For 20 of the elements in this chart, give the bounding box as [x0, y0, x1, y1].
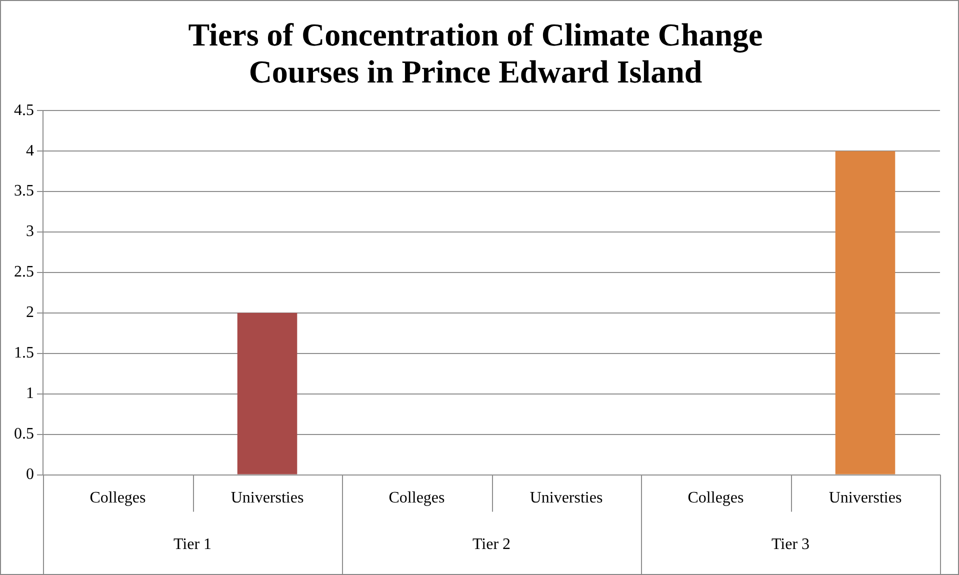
x-tick-label: Universties [230, 490, 304, 507]
y-tick-label: 0 [26, 466, 34, 484]
y-tick-label: 2.5 [14, 264, 34, 281]
y-tick-label: 1 [26, 385, 34, 402]
text: Tier 1 [173, 536, 212, 554]
x-tick-label: Colleges [388, 490, 445, 507]
y-tick-label: 0.5 [14, 426, 34, 443]
y-tick-label: 2 [26, 304, 34, 322]
x-tick-label: Colleges [688, 490, 744, 507]
y-tick-label: 4.5 [14, 102, 34, 119]
y-tick-label: 3 [26, 223, 34, 240]
text: Tier 3 [771, 536, 810, 554]
y-tick-label: 1.5 [14, 344, 34, 362]
chart-title: Tiers of Concentration of Climate Change Courses in Prince Edward Island [188, 16, 763, 90]
x-tick-label: Colleges [90, 490, 146, 507]
text: Tier 2 [472, 536, 511, 554]
y-tick-label: 3.5 [14, 182, 34, 200]
x-tick-label: Universties [828, 490, 902, 507]
x-tick-label: Universties [530, 490, 603, 507]
y-tick-label: 4 [26, 142, 34, 160]
